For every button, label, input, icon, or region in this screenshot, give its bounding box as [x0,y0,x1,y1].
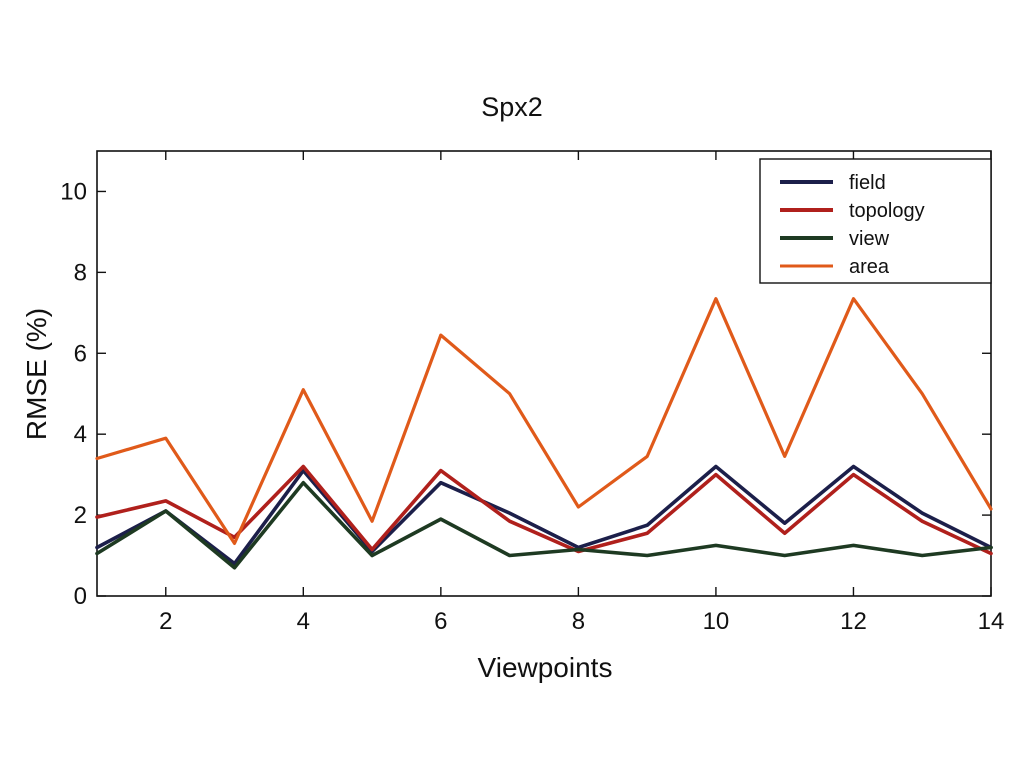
legend-label-view: view [849,228,890,250]
series-lines [95,297,993,570]
y-tick-label: 2 [74,502,87,529]
y-tick-label: 6 [74,340,87,367]
y-tick-label: 10 [60,178,87,205]
x-tick-label: 14 [978,608,1005,635]
x-tick-label: 4 [297,608,310,635]
y-tick-label: 0 [74,583,87,610]
x-tick-label: 12 [840,608,867,635]
y-tick-label: 4 [74,421,87,448]
y-axis: 0 2 4 6 8 10 [60,178,991,610]
legend-label-area: area [849,256,890,278]
x-tick-label: 8 [572,608,585,635]
x-axis-title: Viewpoints [478,652,613,683]
chart-title: Spx2 [481,92,543,122]
x-tick-label: 2 [159,608,172,635]
legend-label-field: field [849,172,886,194]
series-line-topology [95,464,993,556]
legend: field topology view area [759,158,992,284]
series-line-area [95,297,993,546]
series-line-view [95,480,993,570]
series-line-field [95,464,993,566]
x-tick-label: 6 [434,608,447,635]
legend-box [759,158,992,284]
x-axis: 2 4 6 8 10 12 14 [159,151,1004,635]
y-tick-label: 8 [74,259,87,286]
legend-label-topology: topology [849,200,925,222]
y-axis-title: RMSE (%) [21,308,52,440]
x-tick-label: 10 [703,608,730,635]
